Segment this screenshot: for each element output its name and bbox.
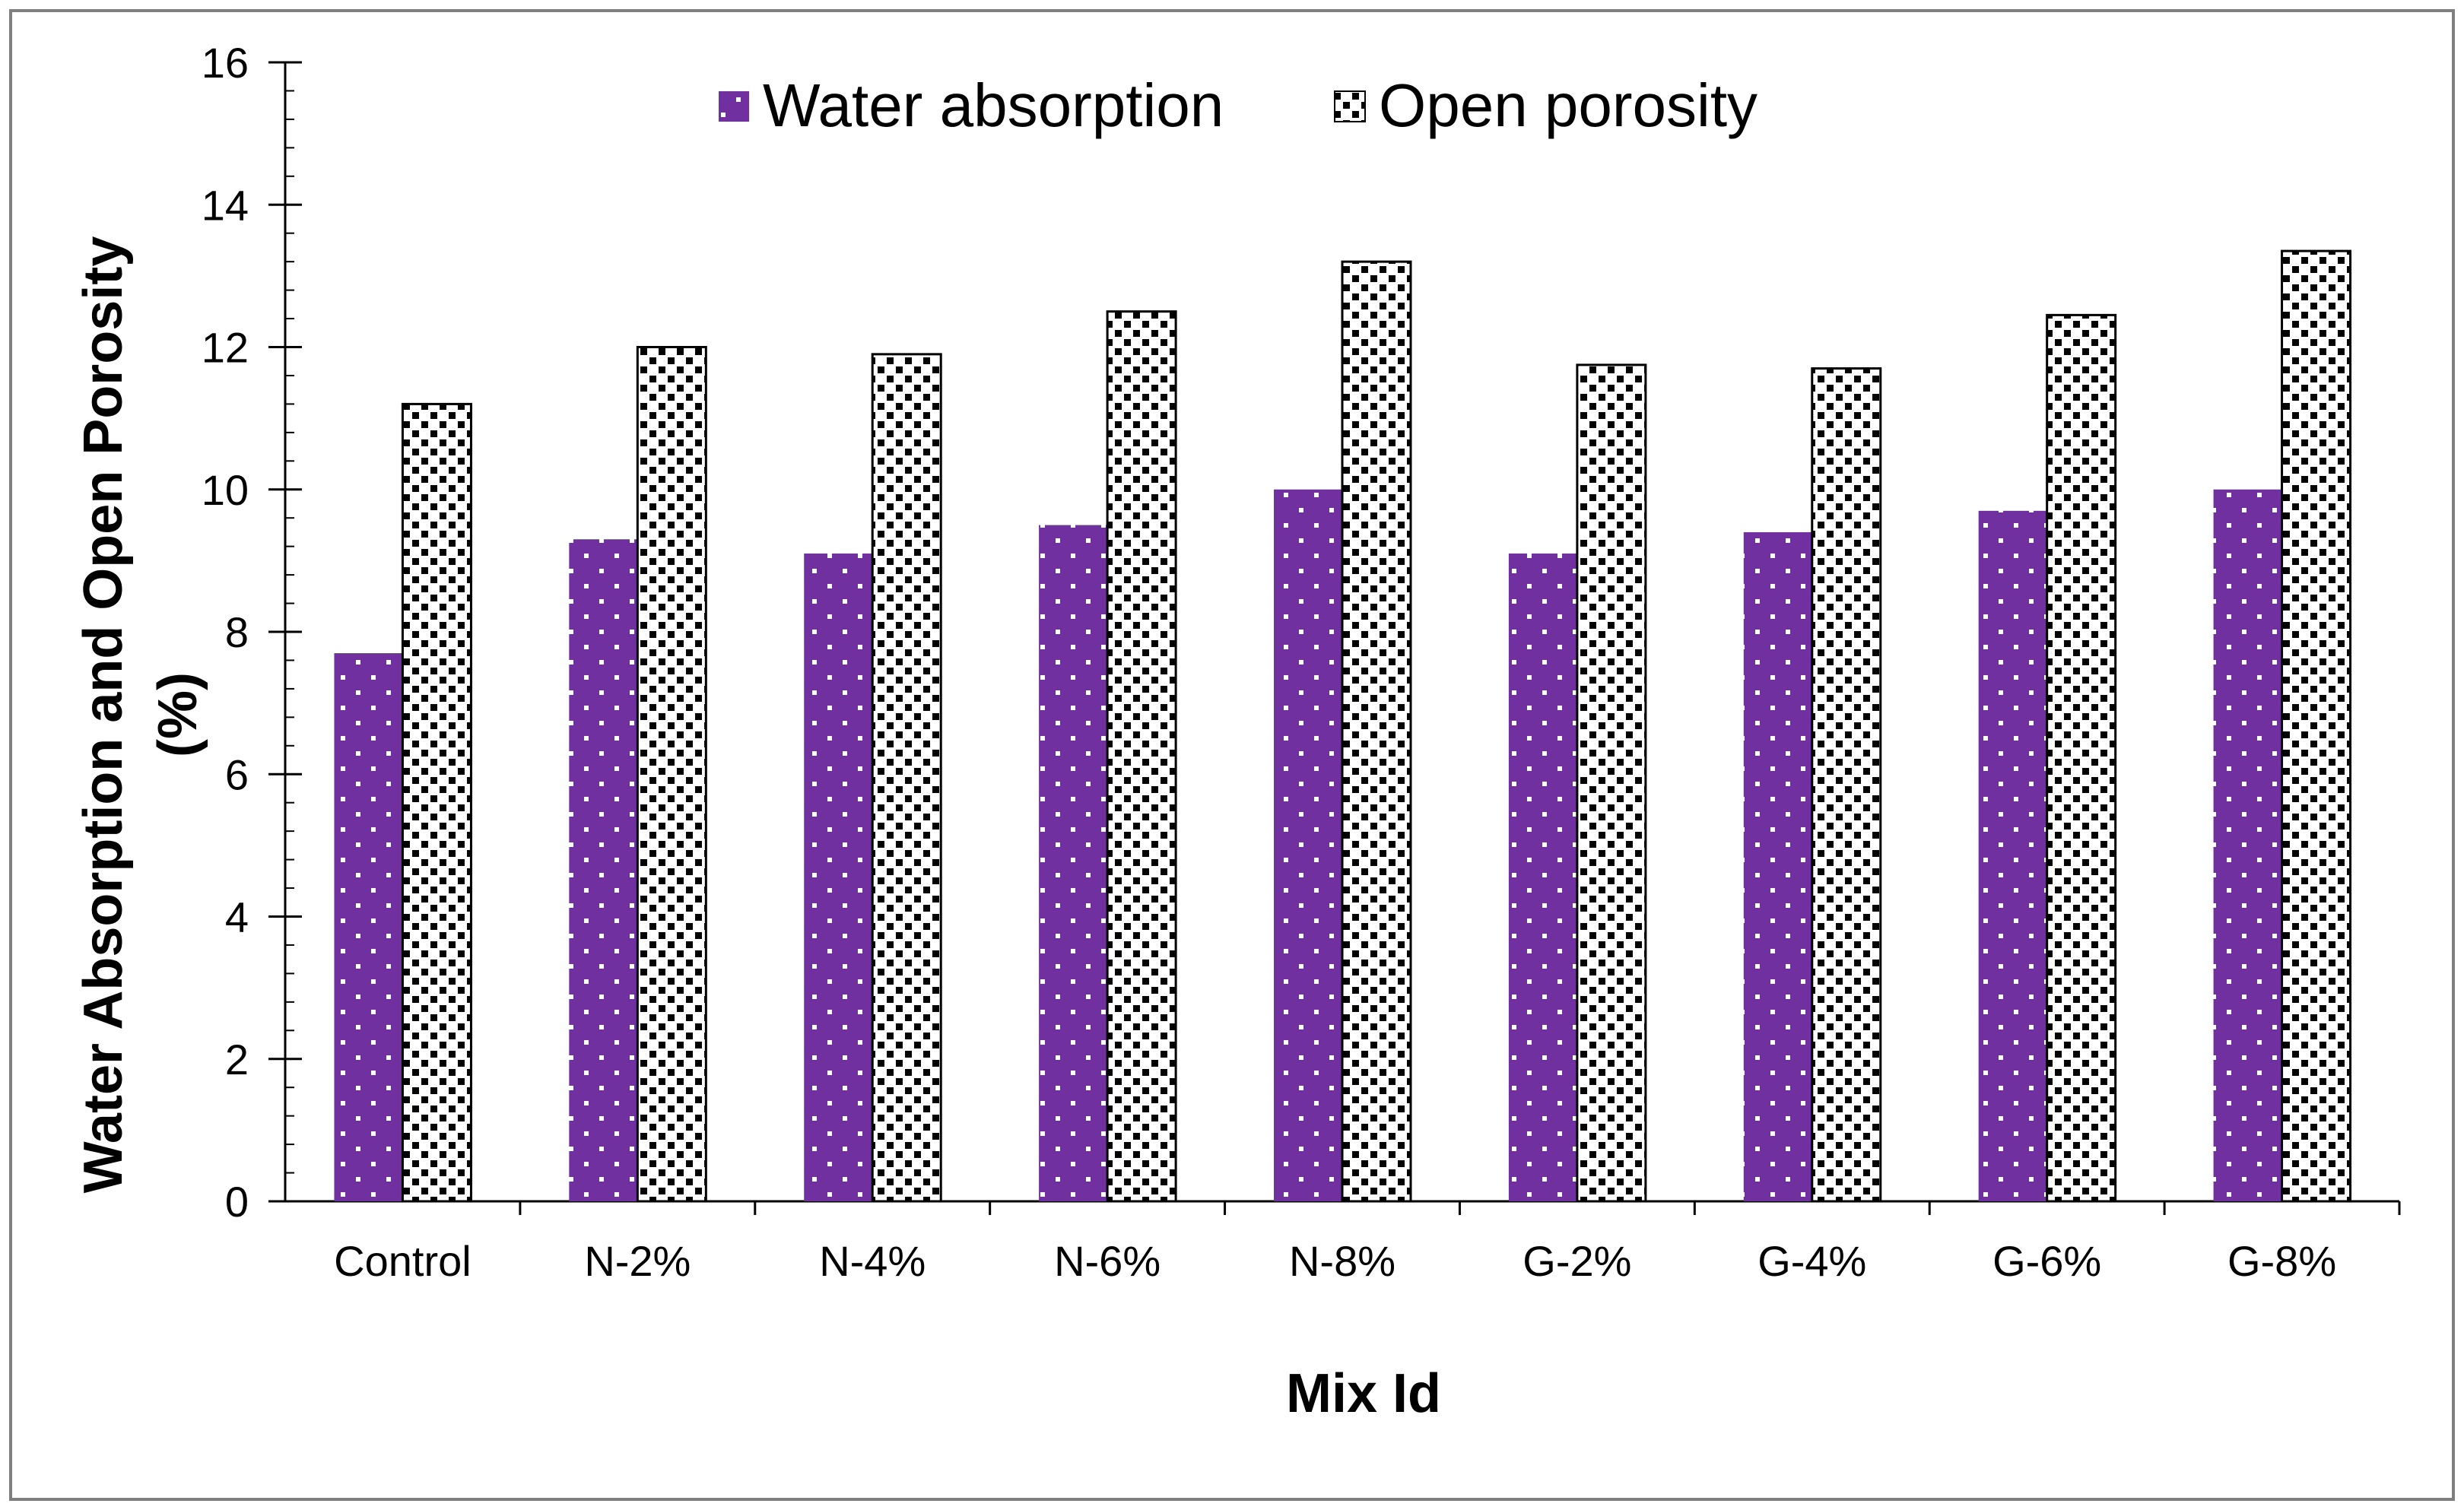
y-tick-label: 12 (202, 324, 249, 372)
y-axis-title-group: Water Absorption and Open Porosity (%) (73, 236, 208, 1194)
x-tick-label: N-2% (584, 1237, 691, 1285)
bar-open-porosity (636, 346, 707, 1203)
x-tick-label: G-4% (1758, 1237, 1866, 1285)
bar-water-absorption (804, 554, 873, 1201)
bar-water-absorption (1978, 510, 2047, 1201)
legend-label-open-porosity: Open porosity (1379, 71, 1758, 139)
legend-swatch-water-absorption (719, 91, 749, 122)
bar-water-absorption (1274, 489, 1342, 1201)
x-axis-title: Mix Id (1286, 1363, 1441, 1424)
bar-open-porosity (871, 353, 942, 1203)
bar-open-porosity (1341, 260, 1412, 1203)
x-tick-label: N-8% (1289, 1237, 1396, 1285)
x-tick-label: N-6% (1054, 1237, 1161, 1285)
y-tick-label: 14 (202, 181, 249, 229)
bar-water-absorption (2213, 489, 2282, 1201)
y-tick-label: 16 (202, 39, 249, 87)
x-tick-label: Control (334, 1237, 472, 1285)
legend-swatch-open-porosity (1334, 90, 1366, 122)
x-tick-label: N-4% (819, 1237, 926, 1285)
bar-water-absorption (334, 653, 403, 1201)
bar-water-absorption (1508, 554, 1577, 1201)
bar-open-porosity (1106, 310, 1177, 1203)
bar-water-absorption (1743, 531, 1812, 1201)
y-tick-label: 8 (225, 608, 249, 656)
bar-open-porosity (1576, 363, 1647, 1203)
y-tick-label: 6 (225, 750, 249, 798)
legend-label-water-absorption: Water absorption (763, 71, 1224, 139)
x-tick-label: G-8% (2227, 1237, 2336, 1285)
bar-open-porosity (2046, 313, 2117, 1203)
bar-open-porosity (401, 402, 472, 1203)
x-tick-label: G-6% (1992, 1237, 2101, 1285)
x-tick-label: G-2% (1523, 1237, 1631, 1285)
y-axis-title-line-1: Water Absorption and Open Porosity (73, 236, 134, 1194)
bar-open-porosity (1811, 367, 1882, 1203)
y-tick-label: 10 (202, 466, 249, 514)
bar-water-absorption (1039, 525, 1108, 1201)
bar-open-porosity (2281, 249, 2352, 1203)
y-tick-label: 2 (225, 1036, 249, 1083)
y-axis-title-line-2: (%) (148, 672, 208, 757)
y-tick-label: 4 (225, 893, 249, 941)
bar-water-absorption (569, 539, 638, 1201)
y-tick-label: 0 (225, 1178, 249, 1226)
